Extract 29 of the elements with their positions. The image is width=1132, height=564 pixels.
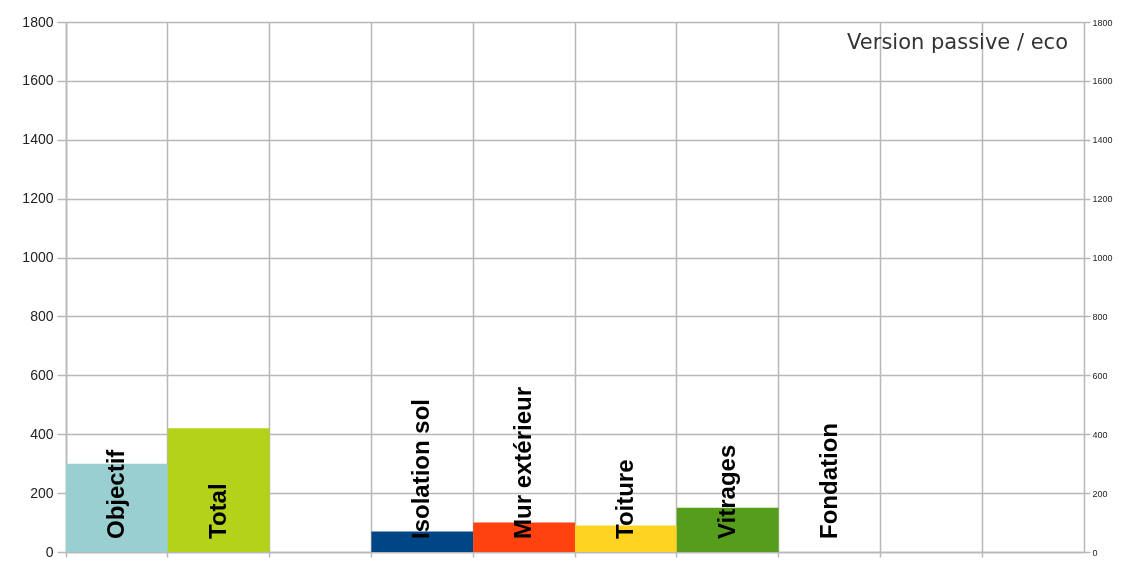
y2-tick-label: 600: [1092, 370, 1108, 381]
y2-tick-label: 1600: [1092, 76, 1113, 87]
y-tick-label: 1200: [22, 190, 54, 207]
y-tick-label: 1400: [22, 131, 54, 148]
y-tick-label: 400: [30, 425, 54, 442]
y2-tick-label: 200: [1092, 488, 1108, 499]
y-tick-label: 200: [30, 484, 54, 501]
y2-tick-label: 1000: [1092, 253, 1113, 264]
y-tick-label: 600: [30, 366, 54, 383]
y-tick-label: 1000: [22, 249, 54, 266]
y2-tick-label: 1400: [1092, 135, 1113, 146]
y2-tick-label: 1200: [1092, 194, 1113, 205]
y-tick-label: 0: [45, 543, 54, 560]
y2-tick-label: 0: [1092, 547, 1098, 558]
bar: [167, 428, 270, 552]
chart-title: Version passive / eco: [847, 30, 1068, 54]
y-tick-label: 1800: [22, 13, 54, 30]
x-tick-label: Toiture: [610, 459, 638, 539]
x-tick-label: Total: [203, 483, 231, 539]
x-tick-label: Vitrages: [712, 444, 740, 539]
y2-tick-label: 800: [1092, 311, 1108, 322]
x-tick-label: Isolation sol: [407, 398, 435, 539]
x-tick-label: Objectif: [101, 448, 129, 539]
x-tick-label: Mur extérieur: [509, 386, 537, 539]
y2-tick-label: 1800: [1092, 17, 1113, 28]
y-tick-label: 1600: [22, 72, 54, 89]
y2-tick-label: 400: [1092, 429, 1108, 440]
x-tick-label: Fondation: [814, 423, 842, 539]
y-tick-label: 800: [30, 307, 54, 324]
